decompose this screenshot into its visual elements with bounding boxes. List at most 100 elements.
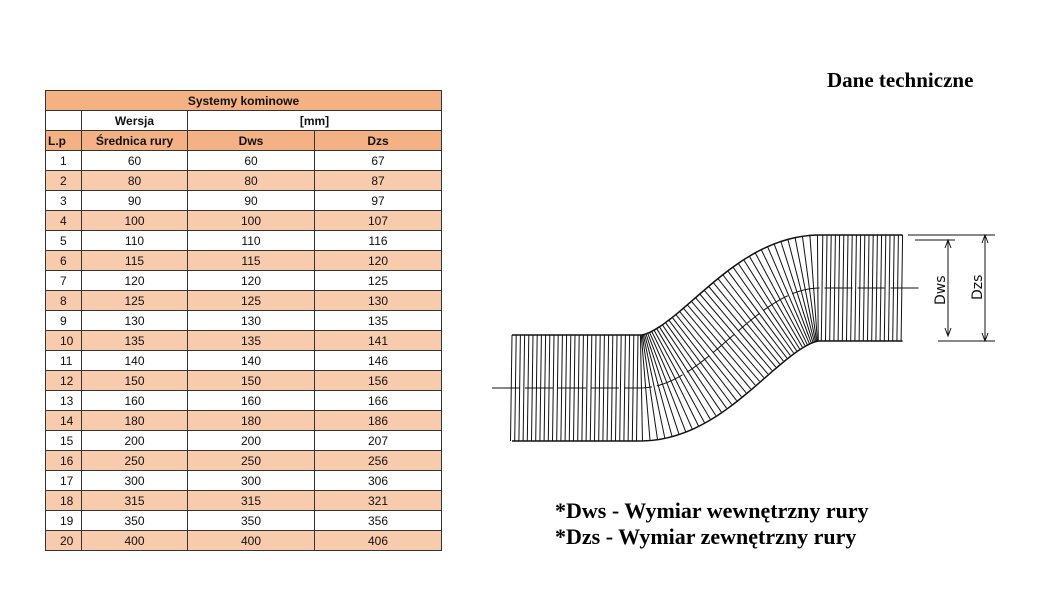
cell-srednica: 115 — [81, 250, 188, 271]
cell-dws: 315 — [187, 490, 315, 511]
cell-srednica: 80 — [81, 170, 188, 191]
cell-dzs: 116 — [314, 230, 442, 251]
cell-dws: 150 — [187, 370, 315, 391]
cell-dzs: 156 — [314, 370, 442, 391]
cell-dws: 180 — [187, 410, 315, 431]
cell-srednica: 315 — [81, 490, 188, 511]
pipe-rib — [556, 334, 559, 442]
cell-srednica: 400 — [81, 530, 188, 551]
pipe-centerline — [492, 287, 920, 389]
table-row: 13 160 160 166 — [45, 390, 442, 411]
cell-dzs: 87 — [314, 170, 442, 191]
table-row: 10 135 135 141 — [45, 330, 442, 351]
cell-dzs: 256 — [314, 450, 442, 471]
cell-dzs: 166 — [314, 390, 442, 411]
cell-lp: 8 — [45, 290, 82, 311]
cell-lp: 16 — [45, 450, 82, 471]
cell-lp: 4 — [45, 210, 82, 231]
pipe-outline — [512, 340, 903, 442]
cell-lp: 9 — [45, 310, 82, 331]
cell-srednica: 300 — [81, 470, 188, 491]
cell-dws: 140 — [187, 350, 315, 371]
cell-lp: 13 — [45, 390, 82, 411]
cell-dws: 200 — [187, 430, 315, 451]
pipe-rib — [585, 334, 589, 442]
col-header-dws: Dws — [187, 130, 315, 151]
empty-cell — [45, 110, 82, 131]
cell-lp: 15 — [45, 430, 82, 451]
cell-srednica: 140 — [81, 350, 188, 371]
cell-dzs: 130 — [314, 290, 442, 311]
cell-dzs: 207 — [314, 430, 442, 451]
table-row: 20 400 400 406 — [45, 530, 442, 551]
pipe-rib — [732, 266, 794, 354]
table-row: 5 110 110 116 — [45, 230, 442, 251]
cell-dws: 80 — [187, 170, 315, 191]
cell-lp: 14 — [45, 410, 82, 431]
cell-dws: 110 — [187, 230, 315, 251]
cell-srednica: 110 — [81, 230, 188, 251]
pipe-rib — [552, 334, 555, 442]
cell-lp: 11 — [45, 350, 82, 371]
cell-lp: 6 — [45, 250, 82, 271]
cell-srednica: 100 — [81, 210, 188, 231]
cell-dzs: 120 — [314, 250, 442, 271]
cell-srednica: 180 — [81, 410, 188, 431]
table-row: 19 350 350 356 — [45, 510, 442, 531]
pipe-drawing — [492, 234, 920, 442]
cell-dzs: 107 — [314, 210, 442, 231]
cell-dws: 300 — [187, 470, 315, 491]
note-dzs: *Dzs - Wymiar zewnętrzny rury — [555, 524, 857, 549]
pipe-rib — [820, 234, 824, 342]
cell-srednica: 350 — [81, 510, 188, 531]
cell-dws: 130 — [187, 310, 315, 331]
table-row: 17 300 300 306 — [45, 470, 442, 491]
cell-dws: 115 — [187, 250, 315, 271]
cell-dws: 250 — [187, 450, 315, 471]
cell-dzs: 406 — [314, 530, 442, 551]
cell-lp: 18 — [45, 490, 82, 511]
pipe-rib — [854, 234, 857, 342]
cell-dzs: 306 — [314, 470, 442, 491]
pipe-rib — [888, 234, 891, 342]
cell-srednica: 120 — [81, 270, 188, 291]
cell-dws: 135 — [187, 330, 315, 351]
unit-header: [mm] — [187, 110, 442, 131]
cell-dzs: 186 — [314, 410, 442, 431]
cell-dws: 350 — [187, 510, 315, 531]
cell-lp: 5 — [45, 230, 82, 251]
table-row: 1 60 60 67 — [45, 150, 442, 171]
dzs-label: Dzs — [970, 275, 986, 300]
cell-lp: 1 — [45, 150, 82, 171]
cell-dzs: 146 — [314, 350, 442, 371]
table-row: 6 115 115 120 — [45, 250, 442, 271]
col-header-srednica: Średnica rury — [81, 130, 188, 151]
table-row: 3 90 90 97 — [45, 190, 442, 211]
pipe-rib — [642, 334, 666, 439]
cell-dzs: 321 — [314, 490, 442, 511]
dimension-lines — [908, 233, 995, 343]
cell-srednica: 135 — [81, 330, 188, 351]
table-row: 11 140 140 146 — [45, 350, 442, 371]
table-row: 12 150 150 156 — [45, 370, 442, 391]
pipe-rib — [656, 328, 711, 420]
cell-dzs: 356 — [314, 510, 442, 531]
pipe-rib — [619, 334, 622, 442]
table-row: 15 200 200 207 — [45, 430, 442, 451]
cell-dws: 160 — [187, 390, 315, 411]
cell-lp: 20 — [45, 530, 82, 551]
wersja-header: Wersja — [81, 110, 188, 131]
pipe-rib — [522, 334, 526, 442]
table-row: 18 315 315 321 — [45, 490, 442, 511]
pipe-rib — [767, 246, 810, 344]
cell-dws: 125 — [187, 290, 315, 311]
cell-lp: 3 — [45, 190, 82, 211]
table-row: 7 120 120 125 — [45, 270, 442, 291]
cell-dzs: 97 — [314, 190, 442, 211]
cell-dzs: 141 — [314, 330, 442, 351]
cell-lp: 7 — [45, 270, 82, 291]
table-row: 4 100 100 107 — [45, 210, 442, 231]
cell-lp: 12 — [45, 370, 82, 391]
table-row: 16 250 250 256 — [45, 450, 442, 471]
